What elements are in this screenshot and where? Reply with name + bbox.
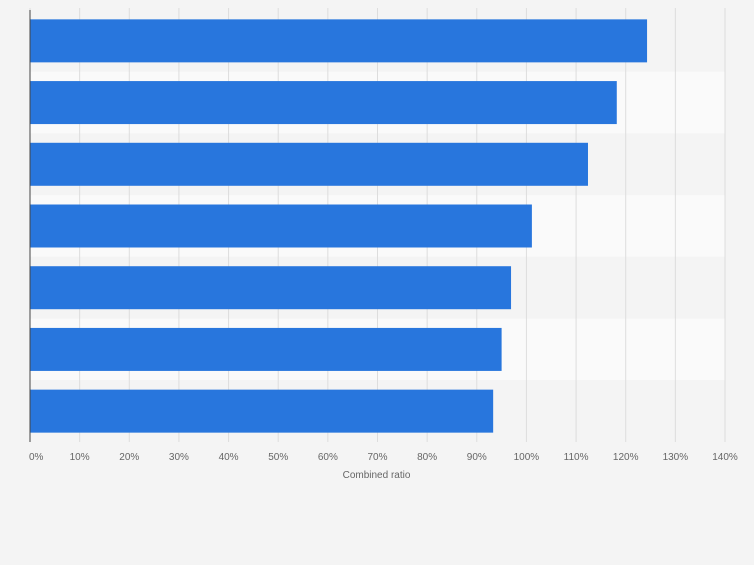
x-tick-label: 60% xyxy=(318,452,338,463)
bar xyxy=(30,19,648,63)
x-tick-label: 50% xyxy=(268,452,288,463)
x-tick-label: 80% xyxy=(417,452,437,463)
x-tick-label: 0% xyxy=(29,452,44,463)
x-tick-label: 120% xyxy=(613,452,639,463)
bar xyxy=(30,81,617,125)
bar xyxy=(30,389,494,433)
x-tick-label: 20% xyxy=(119,452,139,463)
x-tick-label: 130% xyxy=(663,452,689,463)
x-axis-label: Combined ratio xyxy=(343,470,411,481)
bars xyxy=(30,19,648,433)
bar xyxy=(30,204,532,248)
x-tick-label: 140% xyxy=(712,452,738,463)
bar xyxy=(30,142,588,186)
x-tick-label: 40% xyxy=(219,452,239,463)
bar xyxy=(30,266,512,310)
x-tick-label: 30% xyxy=(169,452,189,463)
x-axis-ticks: 0% 10% 20% 30% 40% 50% 60% 70% 80% 90% 100% 110% 120… xyxy=(29,452,738,463)
x-tick-label: 70% xyxy=(367,452,387,463)
x-tick-label: 100% xyxy=(514,452,540,463)
bar xyxy=(30,327,502,371)
x-tick-label: 10% xyxy=(70,452,90,463)
x-tick-label: 90% xyxy=(467,452,487,463)
x-tick-label: 110% xyxy=(564,452,589,463)
